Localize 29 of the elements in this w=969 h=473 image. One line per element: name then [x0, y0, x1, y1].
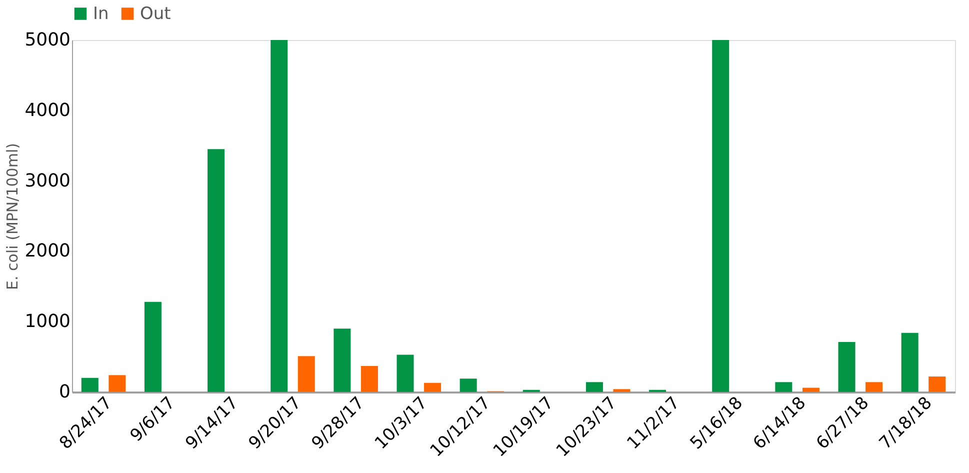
y-tick-label: 5000 [24, 30, 70, 50]
bar [928, 376, 946, 392]
bar [108, 375, 126, 392]
bar [360, 366, 378, 392]
legend-label: Out [140, 4, 172, 24]
bar [298, 356, 315, 392]
y-tick-label: 3000 [24, 170, 70, 192]
bar [586, 382, 603, 392]
bar [802, 388, 820, 392]
y-tick-label: 1000 [24, 311, 70, 332]
bar [901, 332, 918, 392]
bar [838, 342, 856, 392]
bar [334, 328, 351, 392]
y-axis-title: E. coli (MPN/100ml) [4, 143, 22, 290]
bar [866, 382, 883, 392]
bar [396, 354, 414, 392]
legend-label: In [93, 4, 109, 24]
bar [613, 389, 630, 392]
bar [208, 149, 225, 392]
bar [81, 378, 98, 392]
bar [270, 40, 288, 392]
y-tick-label: 0 [59, 382, 70, 402]
y-tick-label: 4000 [24, 100, 70, 121]
bar [775, 382, 792, 392]
bar [712, 40, 730, 392]
bar [424, 382, 442, 392]
y-tick-label: 2000 [24, 240, 70, 262]
bar [460, 378, 477, 392]
bar [144, 302, 162, 392]
